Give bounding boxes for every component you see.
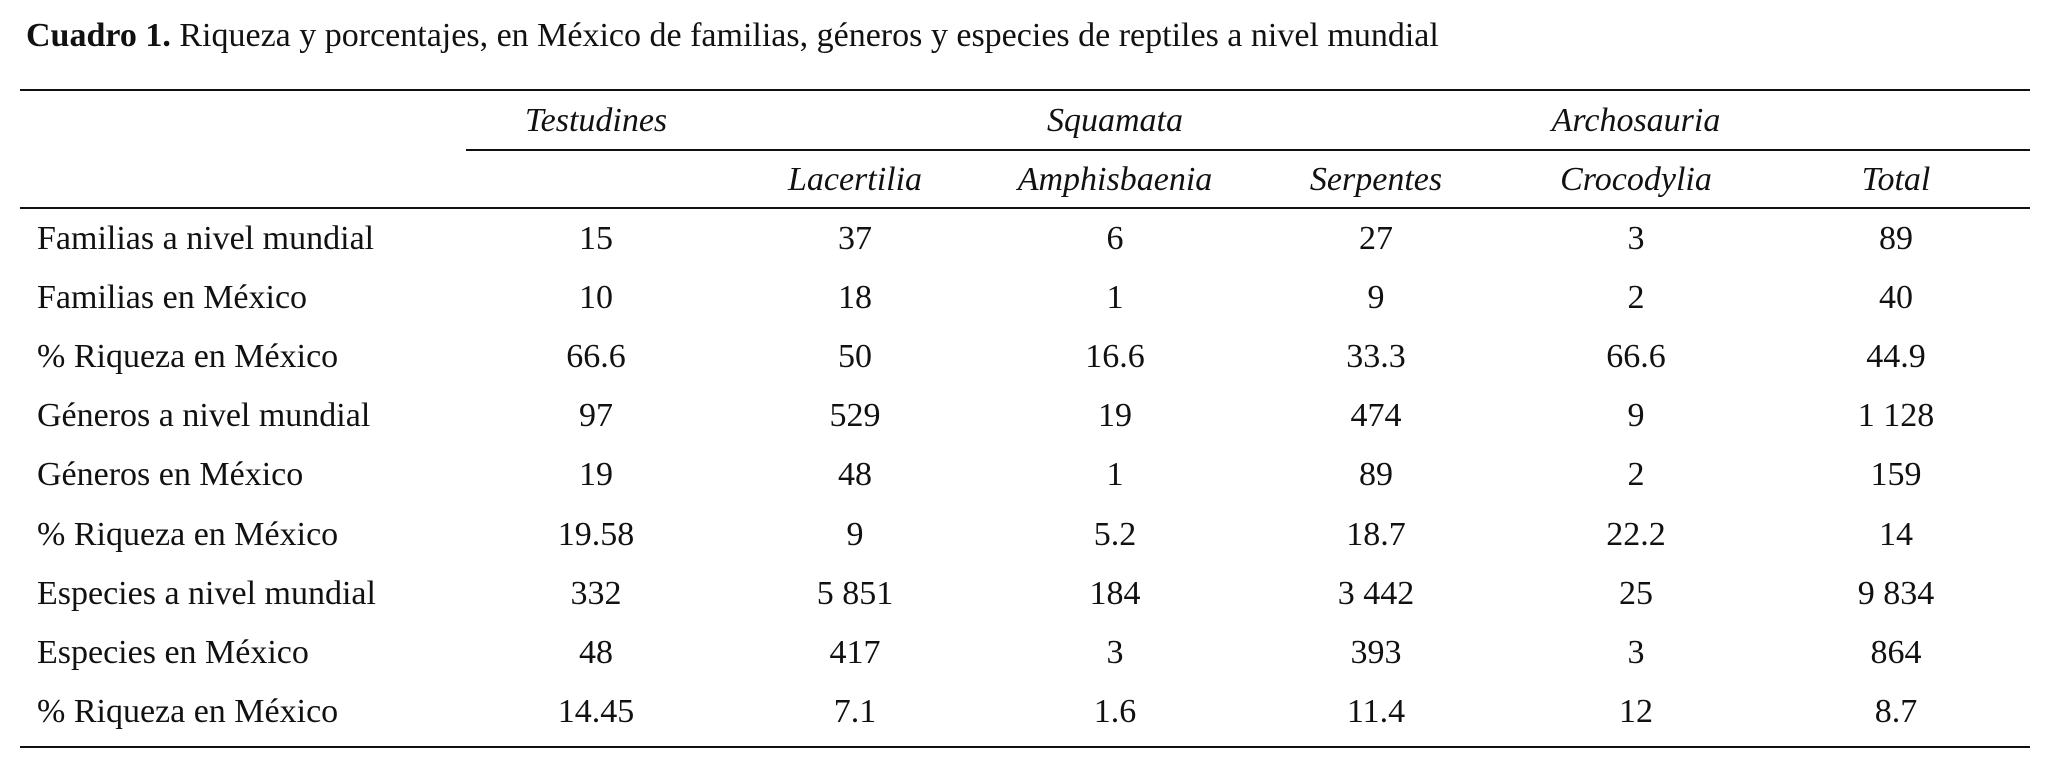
table-bottom-rule [20, 746, 2030, 748]
table-cell-total: 8.7 [1874, 693, 1918, 730]
column-header-total: Total [1861, 161, 1931, 198]
table-cell-total: 14 [1879, 516, 1913, 553]
table-cell-crocodylia: 12 [1619, 693, 1653, 730]
row-label: Especies a nivel mundial [37, 575, 376, 612]
table-cell-testudines: 332 [570, 575, 622, 612]
column-header-rule [20, 207, 2030, 209]
table-cell-lacertilia: 37 [838, 220, 872, 257]
table-cell-lacertilia: 529 [829, 397, 881, 434]
table-cell-crocodylia: 25 [1619, 575, 1653, 612]
row-label: Especies en México [37, 634, 309, 671]
table-cell-serpentes: 393 [1350, 634, 1402, 671]
table-cell-lacertilia: 5 851 [816, 575, 894, 612]
row-label: % Riqueza en México [37, 693, 339, 730]
caption-label: Cuadro 1. [26, 17, 171, 54]
table-cell-total: 89 [1879, 220, 1913, 257]
table-cell-amphisbaenia: 184 [1089, 575, 1141, 612]
table-cell-total: 864 [1870, 634, 1922, 671]
table-cell-crocodylia: 2 [1627, 279, 1645, 316]
table-cell-serpentes: 3 442 [1337, 575, 1415, 612]
table-cell-testudines: 15 [579, 220, 613, 257]
table-cell-testudines: 66.6 [566, 338, 626, 375]
row-label: Familias a nivel mundial [37, 220, 375, 257]
table-cell-total: 1 128 [1857, 397, 1935, 434]
table-cell-lacertilia: 7.1 [833, 693, 877, 730]
group-header-rule [466, 149, 2030, 151]
table-cell-serpentes: 474 [1350, 397, 1402, 434]
caption-text: Riqueza y porcentajes, en México de fami… [170, 17, 1439, 54]
table-cell-crocodylia: 9 [1627, 397, 1645, 434]
row-label: % Riqueza en México [37, 516, 339, 553]
column-header-serpentes: Serpentes [1309, 161, 1443, 198]
table-cell-serpentes: 33.3 [1346, 338, 1406, 375]
table-cell-lacertilia: 50 [838, 338, 872, 375]
table-cell-serpentes: 18.7 [1346, 516, 1406, 553]
table-top-rule [20, 89, 2030, 91]
column-header-amphisbaenia: Amphisbaenia [1017, 161, 1213, 198]
table-cell-amphisbaenia: 6 [1106, 220, 1124, 257]
table-cell-amphisbaenia: 1 [1106, 456, 1124, 493]
table-cell-total: 40 [1879, 279, 1913, 316]
table-cell-lacertilia: 18 [838, 279, 872, 316]
table-cell-testudines: 14.45 [557, 693, 635, 730]
table-cell-crocodylia: 3 [1627, 220, 1645, 257]
row-label: Familias en México [37, 279, 308, 316]
table-cell-amphisbaenia: 19 [1098, 397, 1132, 434]
table-cell-testudines: 48 [579, 634, 613, 671]
table-cell-lacertilia: 417 [829, 634, 881, 671]
table-cell-serpentes: 11.4 [1346, 693, 1406, 730]
column-header-lacertilia: Lacertilia [787, 161, 923, 198]
table-cell-total: 9 834 [1857, 575, 1935, 612]
table-cell-amphisbaenia: 5.2 [1093, 516, 1137, 553]
row-label: Géneros a nivel mundial [37, 397, 371, 434]
table-cell-amphisbaenia: 3 [1106, 634, 1124, 671]
group-header-squamata: Squamata [1047, 102, 1183, 139]
table-cell-total: 159 [1870, 456, 1922, 493]
table-cell-lacertilia: 48 [838, 456, 872, 493]
table-cell-amphisbaenia: 1.6 [1093, 693, 1137, 730]
table-cell-testudines: 97 [579, 397, 613, 434]
row-label: % Riqueza en México [37, 338, 339, 375]
table-caption: Cuadro 1. Riqueza y porcentajes, en Méxi… [26, 14, 1439, 58]
table-cell-crocodylia: 2 [1627, 456, 1645, 493]
table-cell-serpentes: 27 [1359, 220, 1393, 257]
table-cell-total: 44.9 [1866, 338, 1926, 375]
table-cell-crocodylia: 3 [1627, 634, 1645, 671]
table-cell-lacertilia: 9 [846, 516, 864, 553]
table-cell-amphisbaenia: 1 [1106, 279, 1124, 316]
column-header-crocodylia: Crocodylia [1560, 161, 1712, 198]
table-cell-testudines: 10 [579, 279, 613, 316]
table-cell-serpentes: 9 [1367, 279, 1385, 316]
table-cell-crocodylia: 66.6 [1606, 338, 1666, 375]
group-header-archosauria: Archosauria [1551, 102, 1721, 139]
table-cell-testudines: 19.58 [557, 516, 635, 553]
table-cell-testudines: 19 [579, 456, 613, 493]
table-cell-amphisbaenia: 16.6 [1085, 338, 1145, 375]
row-label: Géneros en México [37, 456, 304, 493]
group-header-testudines: Testudines [524, 102, 668, 139]
table-cell-crocodylia: 22.2 [1606, 516, 1666, 553]
table-cell-serpentes: 89 [1359, 456, 1393, 493]
